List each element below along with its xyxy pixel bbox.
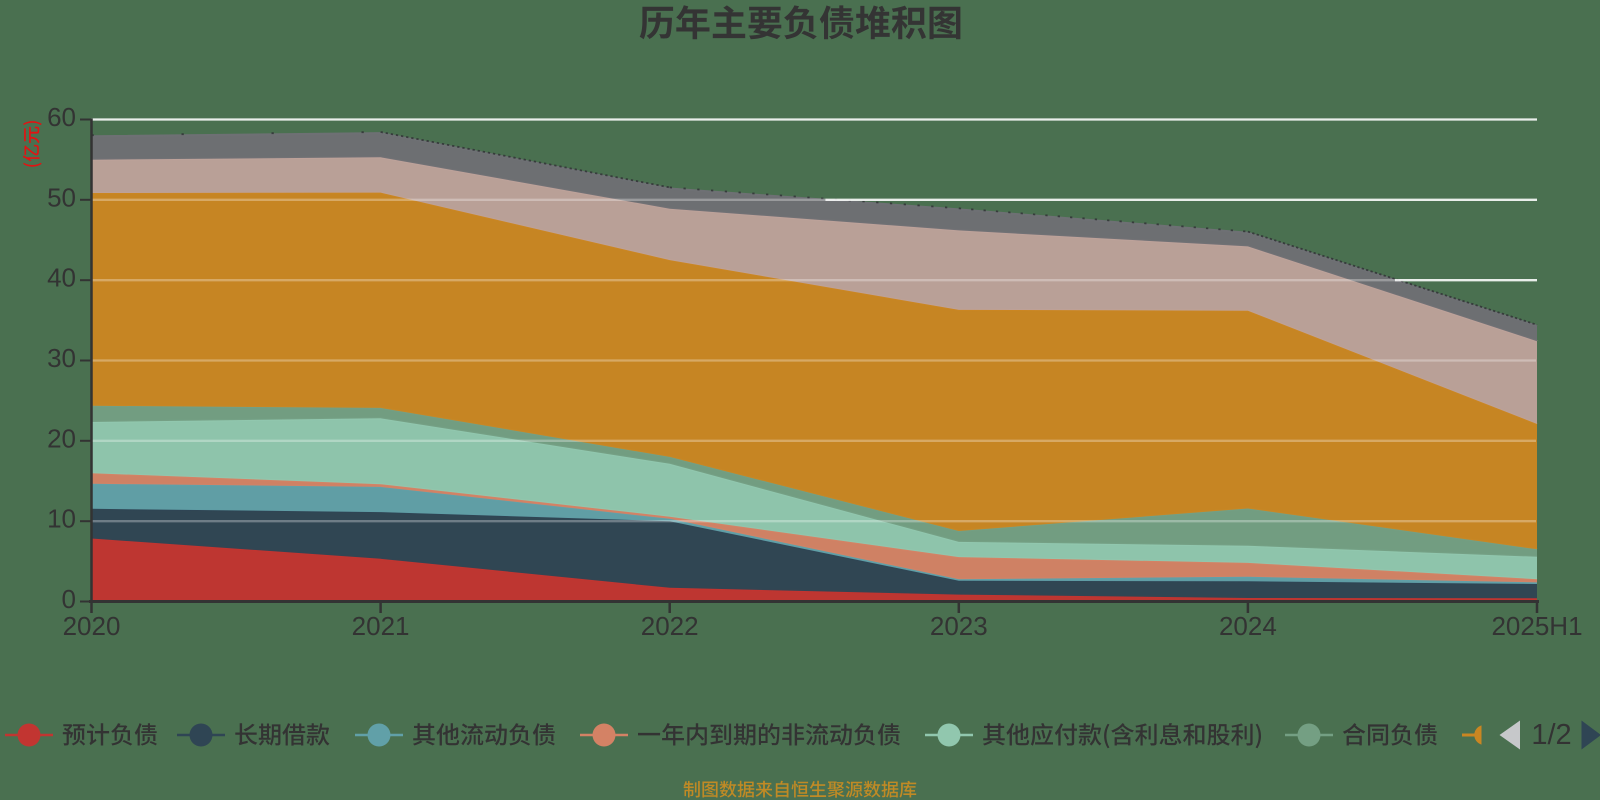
- svg-text:0: 0: [62, 584, 76, 614]
- svg-text:10: 10: [47, 504, 76, 534]
- svg-text:20: 20: [47, 423, 76, 453]
- svg-text:2021: 2021: [352, 611, 410, 641]
- svg-text:60: 60: [47, 102, 76, 132]
- svg-text:2022: 2022: [641, 611, 699, 641]
- svg-text:30: 30: [47, 343, 76, 373]
- svg-text:2023: 2023: [930, 611, 988, 641]
- svg-text:40: 40: [47, 263, 76, 293]
- svg-text:2025H1: 2025H1: [1491, 611, 1582, 641]
- svg-text:2020: 2020: [63, 611, 121, 641]
- svg-text:1/2: 1/2: [1531, 719, 1571, 751]
- svg-text:2024: 2024: [1219, 611, 1277, 641]
- svg-text:50: 50: [47, 182, 76, 212]
